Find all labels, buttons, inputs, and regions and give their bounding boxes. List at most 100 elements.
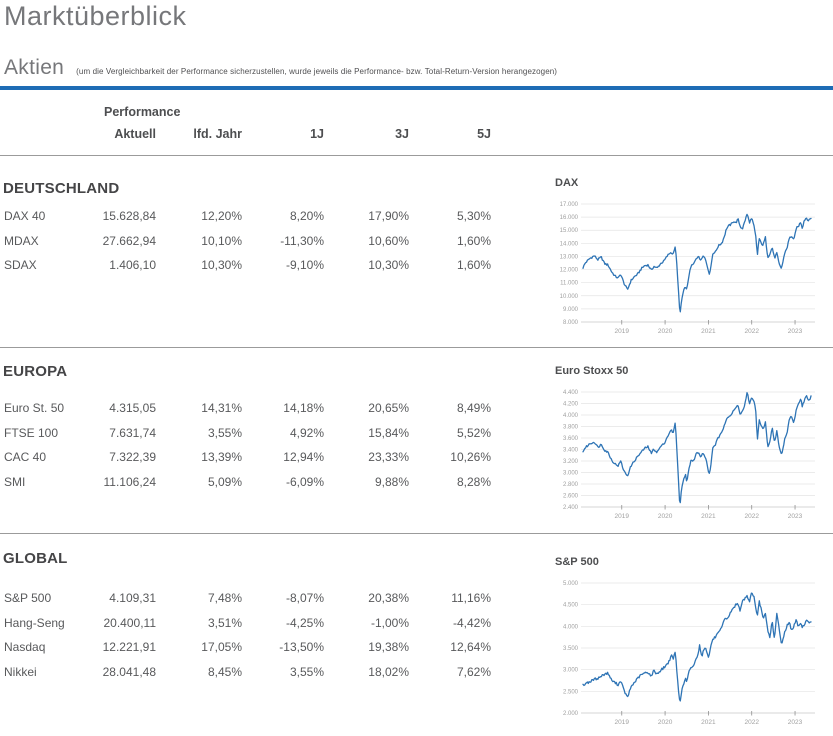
performance-group-header: Performance — [104, 105, 181, 119]
value-cell: 5,52% — [456, 425, 491, 440]
table-europa: Euro St. 50 4.315,05 14,31% 14,18% 20,65% 8,4… — [2, 396, 491, 494]
eurostoxx50-line-chart: 2.400 2.600 2.800 3.000 3.200 3.400 3.600 3.800… — [563, 390, 815, 520]
value-cell: 5,30% — [456, 209, 491, 223]
value-cell: 15.628,84 — [102, 209, 156, 223]
value-cell: 20.400,11 — [103, 615, 157, 630]
y-axis-label: 3.000 — [563, 471, 579, 477]
value-cell: 7,48% — [207, 591, 242, 605]
x-axis-label: 2020 — [658, 328, 673, 335]
y-axis-label: 3.600 — [563, 436, 579, 442]
y-axis-label: 17.000 — [560, 202, 579, 208]
value-cell: 13,39% — [201, 450, 242, 464]
index-label: SDAX — [4, 258, 37, 272]
value-cell: 12,64% — [450, 640, 491, 654]
x-axis-label: 2022 — [744, 719, 759, 726]
y-axis-label: 4.200 — [563, 402, 579, 408]
value-cell: 7,62% — [456, 664, 491, 679]
value-cell: 11,16% — [451, 591, 491, 605]
y-axis-label: 3.000 — [563, 668, 579, 674]
value-cell: 4,92% — [289, 425, 324, 440]
chart-eurostoxx50: Euro Stoxx 50 2.400 2.600 2.800 3.000 3.200 3… — [553, 365, 833, 525]
y-axis-label: 2.000 — [563, 711, 579, 717]
value-cell: 28.041,48 — [102, 664, 156, 679]
value-cell: 10,30% — [201, 258, 242, 272]
value-cell: -6,09% — [285, 474, 324, 489]
y-axis-label: 3.400 — [563, 448, 579, 454]
column-header-3j: 3J — [395, 127, 409, 141]
y-axis-label: 2.500 — [563, 689, 579, 695]
index-label: SMI — [4, 474, 26, 489]
chart-title-sp500: S&P 500 — [555, 556, 599, 568]
value-cell: 7.322,39 — [109, 450, 156, 464]
x-axis-label: 2022 — [744, 328, 759, 335]
column-header-aktuell: Aktuell — [114, 127, 156, 141]
x-axis-label: 2020 — [658, 513, 673, 520]
value-cell: 8,45% — [207, 664, 242, 679]
x-axis-label: 2023 — [788, 328, 803, 335]
value-cell: 19,38% — [368, 640, 409, 654]
section-divider — [0, 347, 833, 348]
x-axis-label: 2021 — [701, 719, 716, 726]
column-header-lfd-jahr: lfd. Jahr — [193, 127, 242, 141]
chart-dax: DAX 8.000 9.000 10.000 11.000 12.000 13.000 14… — [553, 177, 833, 342]
section-title: Aktien — [4, 56, 65, 79]
column-header-5j: 5J — [477, 127, 491, 141]
value-cell: -9,10% — [285, 258, 324, 272]
value-cell: 10,30% — [368, 258, 409, 272]
column-header-1j: 1J — [310, 127, 324, 141]
section-divider — [0, 533, 833, 534]
y-axis-label: 5.000 — [563, 581, 579, 587]
value-cell: 1.406,10 — [109, 258, 156, 272]
value-cell: -1,00% — [370, 615, 409, 630]
x-axis-label: 2023 — [788, 719, 803, 726]
header-divider — [0, 155, 833, 156]
table-deutschland: DAX 40 15.628,84 12,20% 8,20% 17,90% 5,30% MDA… — [2, 204, 491, 278]
y-axis-label: 2.600 — [563, 494, 579, 500]
value-cell: 9,88% — [374, 474, 409, 489]
group-heading-europa: EUROPA — [3, 363, 68, 380]
index-label: Nasdaq — [4, 640, 46, 654]
value-cell: 20,38% — [368, 591, 409, 605]
column-header-empty — [2, 126, 90, 142]
value-cell: 12,20% — [201, 209, 242, 223]
value-cell: -11,30% — [280, 233, 324, 248]
y-axis-label: 8.000 — [563, 320, 579, 326]
x-axis-label: 2020 — [658, 719, 673, 726]
value-cell: 7.631,74 — [109, 425, 156, 440]
value-cell: 4.315,05 — [109, 401, 156, 415]
value-cell: -8,07% — [285, 591, 324, 605]
section-note: (um die Vergleichbarkeit der Performance… — [76, 67, 558, 76]
index-label: CAC 40 — [4, 450, 47, 464]
value-cell: 23,33% — [368, 450, 409, 464]
value-cell: 17,90% — [368, 209, 409, 223]
y-axis-label: 3.200 — [563, 459, 579, 465]
y-axis-label: 3.500 — [563, 646, 579, 652]
index-label: Hang-Seng — [4, 615, 65, 630]
y-axis-label: 10.000 — [560, 294, 579, 300]
value-cell: -4,42% — [452, 615, 491, 630]
y-axis-label: 16.000 — [560, 215, 579, 221]
value-cell: 14,18% — [283, 401, 324, 415]
accent-rule — [0, 86, 833, 90]
chart-title-dax: DAX — [555, 177, 579, 189]
value-cell: 11.106,24 — [103, 474, 157, 489]
y-axis-label: 4.000 — [563, 624, 579, 630]
index-label: FTSE 100 — [4, 425, 59, 440]
x-axis-label: 2019 — [615, 719, 630, 726]
y-axis-label: 4.400 — [563, 390, 579, 396]
price-line — [582, 392, 812, 504]
x-axis-label: 2021 — [701, 328, 716, 335]
value-cell: 3,51% — [207, 615, 242, 630]
x-axis-label: 2023 — [788, 513, 803, 520]
index-label: MDAX — [4, 233, 39, 248]
value-cell: 10,10% — [201, 233, 242, 248]
value-cell: 15,84% — [368, 425, 409, 440]
group-heading-global: GLOBAL — [3, 550, 68, 567]
value-cell: 20,65% — [368, 401, 409, 415]
page-title: Marktüberblick — [4, 1, 187, 31]
y-axis-label: 9.000 — [563, 307, 579, 313]
value-cell: 18,02% — [368, 664, 409, 679]
value-cell: 3,55% — [289, 664, 324, 679]
price-line — [582, 213, 812, 313]
value-cell: 12.221,91 — [102, 640, 156, 654]
